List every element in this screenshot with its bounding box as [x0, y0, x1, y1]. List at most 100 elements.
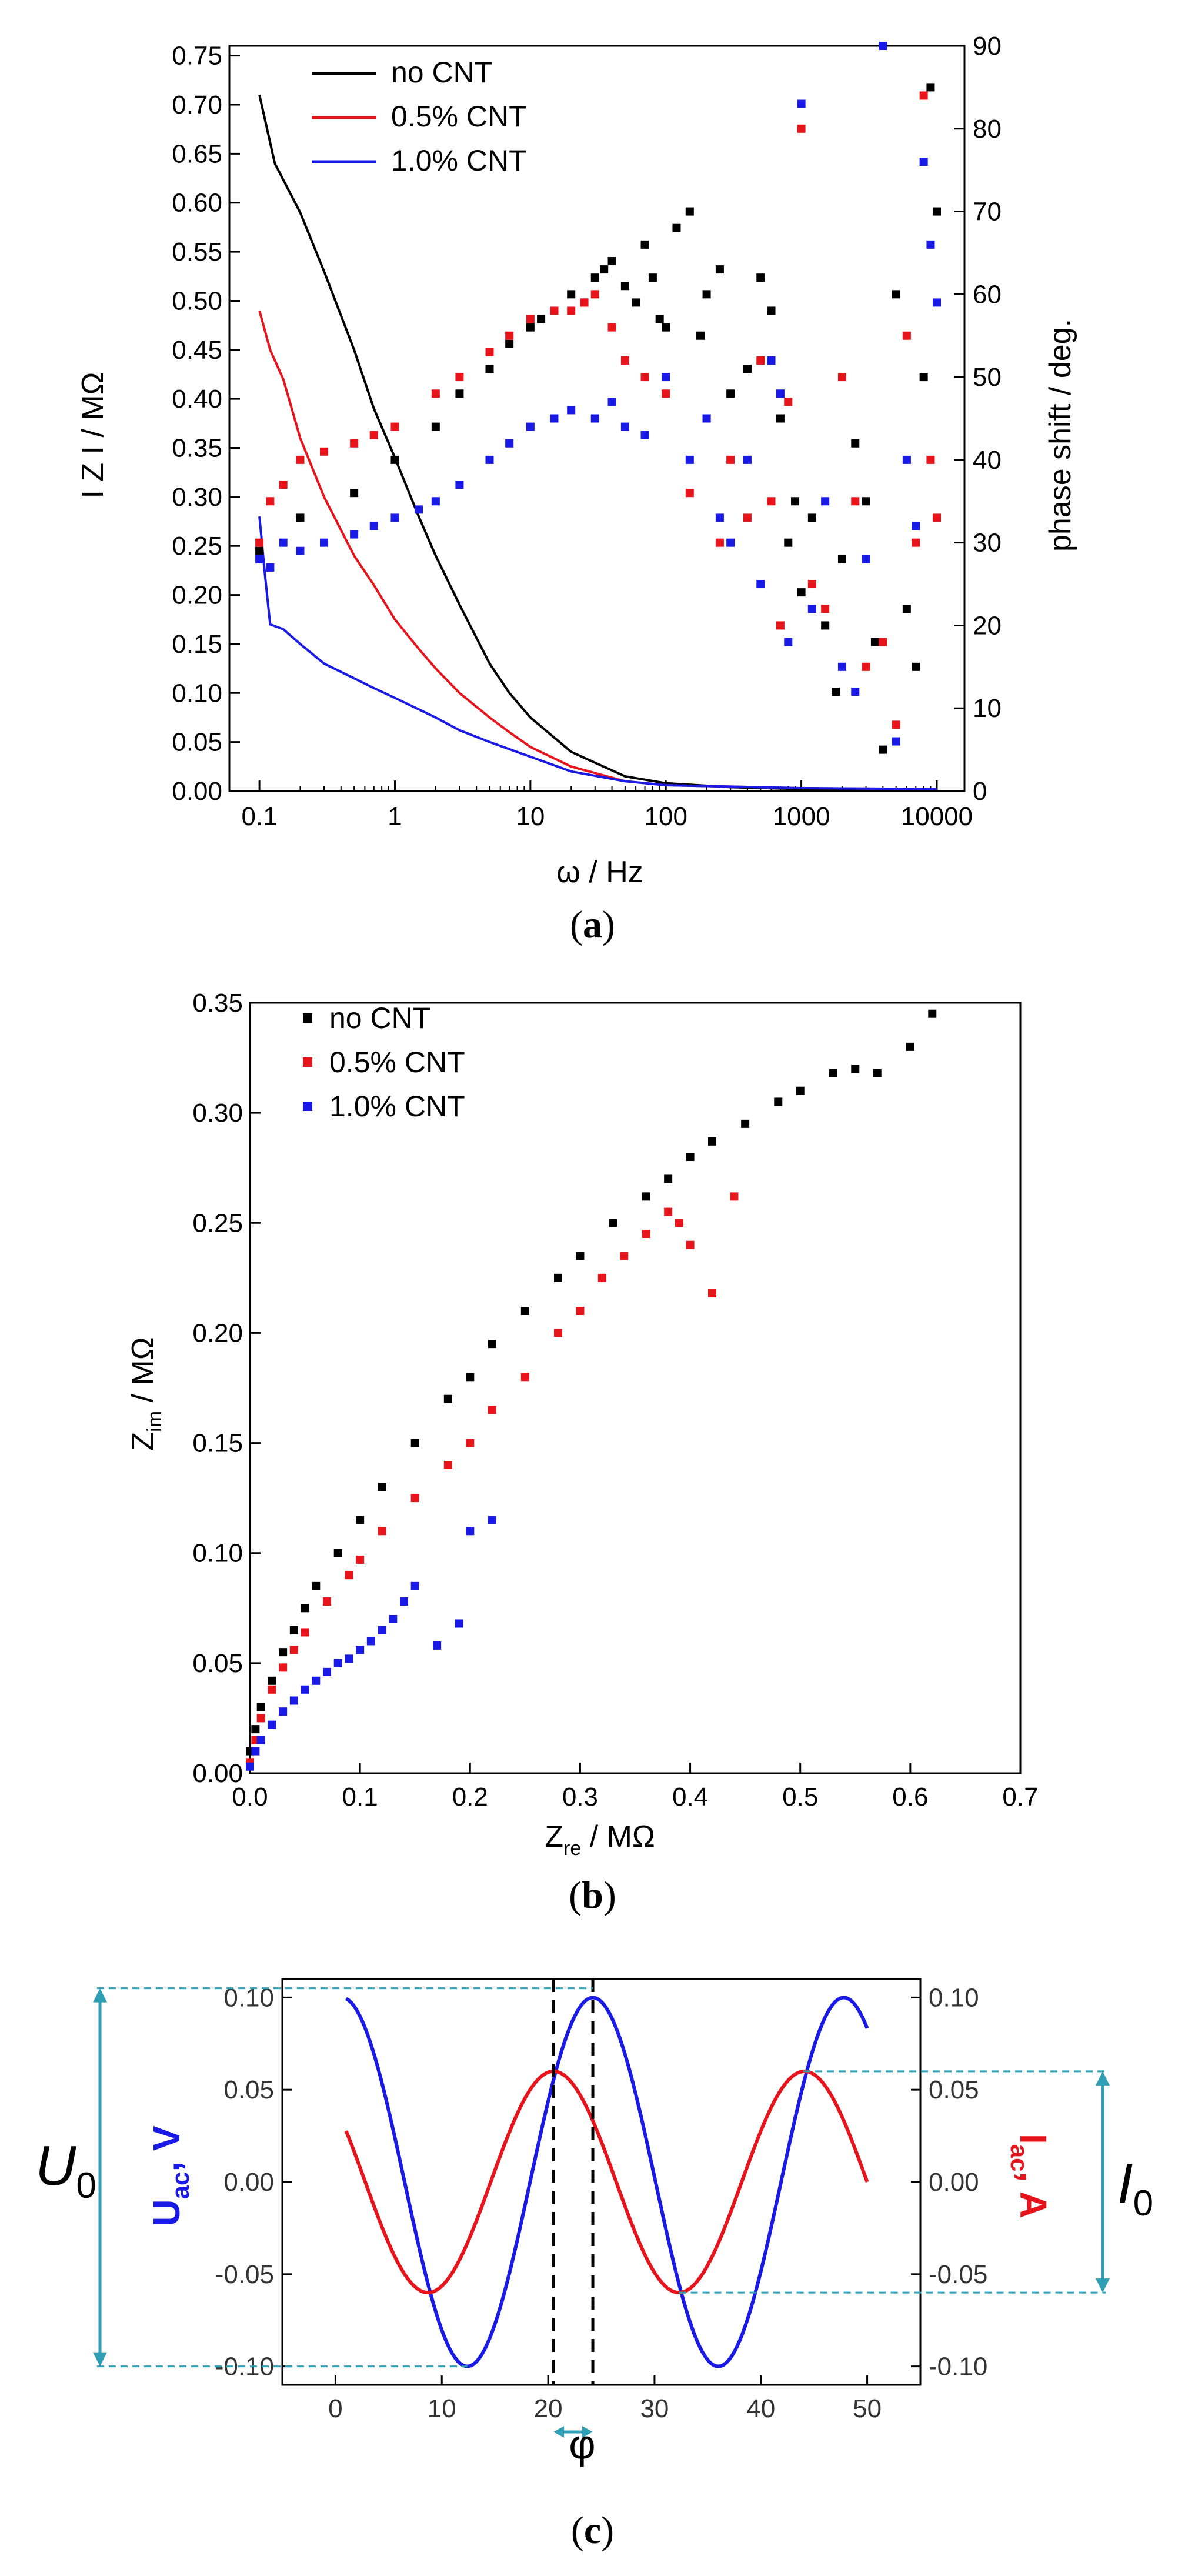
data-point-a-3	[455, 389, 464, 398]
data-point-a-3	[600, 265, 609, 274]
data-point-a-4	[369, 431, 378, 439]
data-point-b-0	[664, 1174, 673, 1183]
ylabel-a: I Z I / MΩ	[76, 372, 110, 498]
x-tick-label-a: 0.1	[242, 802, 278, 831]
data-point-b-1	[410, 1494, 419, 1503]
data-point-a-4	[550, 306, 559, 315]
data-point-a-4	[926, 455, 935, 464]
data-point-a-4	[590, 290, 599, 299]
y2-tick-label-c: 0.00	[929, 2168, 979, 2197]
data-point-a-4	[580, 298, 589, 307]
y-tick-label-a: 0.10	[172, 679, 222, 708]
data-point-a-4	[455, 373, 464, 382]
x-tick-label-a: 1000	[773, 802, 830, 831]
data-point-a-4	[255, 538, 264, 547]
data-point-b-2	[251, 1747, 260, 1756]
data-point-a-4	[350, 439, 359, 448]
data-point-b-2	[301, 1685, 309, 1694]
data-point-b-2	[323, 1667, 331, 1676]
data-point-b-1	[597, 1273, 606, 1282]
data-point-a-5	[807, 605, 816, 613]
y-tick-label-a: 0.05	[172, 728, 222, 757]
x-tick-label-c: 50	[853, 2394, 882, 2423]
data-point-b-2	[333, 1659, 342, 1667]
data-point-b-0	[443, 1394, 452, 1403]
data-point-b-1	[268, 1685, 276, 1694]
x-tick-label-c: 10	[428, 2394, 456, 2423]
data-point-a-3	[255, 546, 264, 555]
data-point-b-0	[279, 1648, 288, 1657]
data-point-a-5	[567, 406, 576, 415]
y2label-c: Iac, A	[1006, 2134, 1054, 2218]
data-point-a-5	[350, 530, 359, 539]
data-point-a-3	[620, 282, 629, 291]
u0-arrow-head-top	[93, 1988, 107, 2003]
data-point-a-5	[919, 158, 928, 166]
data-point-b-1	[576, 1307, 585, 1315]
x-tick-label-c: 40	[746, 2394, 775, 2423]
data-point-a-5	[743, 455, 752, 464]
data-point-b-0	[378, 1483, 386, 1491]
data-point-a-5	[526, 422, 535, 431]
x-tick-label-b: 0.3	[562, 1783, 598, 1811]
data-point-a-3	[902, 605, 911, 613]
plot-frame-c	[281, 1978, 922, 2386]
series-line-a-0	[258, 94, 937, 792]
data-point-a-5	[756, 580, 765, 589]
data-point-b-2	[246, 1762, 254, 1771]
data-point-b-0	[333, 1549, 342, 1557]
data-point-a-5	[640, 431, 649, 439]
data-point-a-4	[797, 124, 806, 133]
chart-a: 0.1 1 10 100 1000 100000.000.050.100.150.200.…	[76, 32, 1077, 889]
data-point-a-3	[791, 497, 800, 506]
legend-b-marker-0	[303, 1013, 312, 1023]
plot-frame-a	[228, 45, 966, 792]
data-point-a-3	[797, 588, 806, 597]
data-point-a-3	[662, 323, 670, 332]
data-point-a-5	[912, 522, 920, 530]
data-point-a-4	[784, 398, 793, 406]
plot-frame-b	[249, 1002, 1022, 1774]
data-point-a-4	[640, 373, 649, 382]
data-point-a-4	[620, 356, 629, 365]
data-point-a-4	[505, 331, 514, 340]
data-point-b-0	[520, 1307, 529, 1315]
data-point-a-3	[702, 290, 711, 299]
xlabel-a: ω / Hz	[556, 855, 643, 889]
data-point-a-3	[767, 306, 776, 315]
data-point-b-2	[268, 1720, 276, 1729]
y-tick-label-a: 0.60	[172, 189, 222, 218]
series-line-c-1	[344, 2069, 869, 2295]
data-point-b-2	[410, 1581, 419, 1590]
data-point-a-5	[715, 513, 724, 522]
data-point-a-5	[797, 99, 806, 108]
y2-tick-label-a: 50	[973, 363, 1002, 392]
data-point-a-5	[266, 563, 275, 572]
y-tick-label-a: 0.45	[172, 336, 222, 365]
y2-tick-label-c: 0.05	[929, 2076, 979, 2104]
data-point-b-2	[488, 1516, 496, 1524]
data-point-a-3	[607, 257, 616, 266]
data-point-b-0	[268, 1676, 276, 1685]
x-tick-label-a: 10	[516, 802, 545, 831]
data-point-b-2	[389, 1615, 398, 1623]
data-point-b-0	[301, 1604, 309, 1613]
y2label-a: phase shift / deg.	[1043, 319, 1077, 552]
y-tick-label-a: 0.70	[172, 91, 222, 119]
data-point-b-0	[796, 1086, 805, 1095]
data-point-a-5	[607, 398, 616, 406]
y-tick-label-a: 0.55	[172, 238, 222, 266]
data-point-b-0	[554, 1273, 562, 1282]
y2-tick-label-a: 10	[973, 694, 1002, 723]
data-point-a-4	[837, 373, 846, 382]
data-point-a-3	[932, 207, 941, 216]
y-tick-label-b: 0.30	[192, 1099, 243, 1127]
data-point-a-3	[776, 414, 785, 423]
data-point-a-5	[550, 414, 559, 423]
data-point-a-3	[832, 688, 840, 696]
data-point-a-4	[821, 605, 830, 613]
i0-label: I0	[1117, 2152, 1153, 2224]
data-point-a-5	[776, 389, 785, 398]
data-point-a-4	[296, 455, 305, 464]
data-point-b-0	[466, 1373, 475, 1382]
